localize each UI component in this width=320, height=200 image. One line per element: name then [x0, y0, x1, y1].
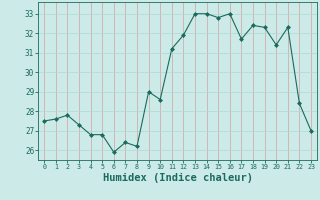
X-axis label: Humidex (Indice chaleur): Humidex (Indice chaleur): [103, 173, 252, 183]
